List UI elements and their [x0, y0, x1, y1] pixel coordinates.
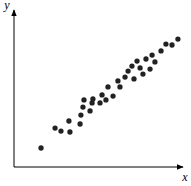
point: [175, 36, 180, 41]
point: [147, 66, 152, 71]
point: [158, 48, 163, 53]
point: [143, 56, 148, 61]
y-axis-title: y: [3, 0, 10, 12]
point: [125, 68, 130, 73]
point: [66, 118, 71, 123]
point: [115, 78, 120, 83]
point: [81, 97, 86, 102]
axis-line: [14, 167, 183, 168]
point: [110, 93, 115, 98]
point: [103, 97, 108, 102]
chart: yx: [0, 0, 191, 186]
point: [38, 145, 43, 150]
point: [134, 58, 139, 63]
point: [169, 42, 174, 47]
x-axis: [14, 167, 183, 168]
point: [140, 71, 145, 76]
points: [38, 36, 180, 150]
point: [80, 104, 85, 109]
point: [137, 65, 142, 70]
axis-line: [14, 10, 15, 167]
point: [105, 84, 110, 89]
point: [52, 125, 57, 130]
x-axis-title: x: [181, 170, 188, 184]
y-axis: [14, 10, 15, 167]
point: [152, 59, 157, 64]
point: [97, 100, 102, 105]
point: [149, 52, 154, 57]
point: [87, 108, 92, 113]
point: [58, 128, 63, 133]
point: [77, 121, 82, 126]
point: [78, 112, 83, 117]
point: [67, 129, 72, 134]
point: [117, 84, 122, 89]
point: [99, 92, 104, 97]
plot: [14, 10, 183, 167]
point: [122, 74, 127, 79]
point: [90, 96, 95, 101]
point: [163, 41, 168, 46]
point: [129, 63, 134, 68]
point: [131, 76, 136, 81]
